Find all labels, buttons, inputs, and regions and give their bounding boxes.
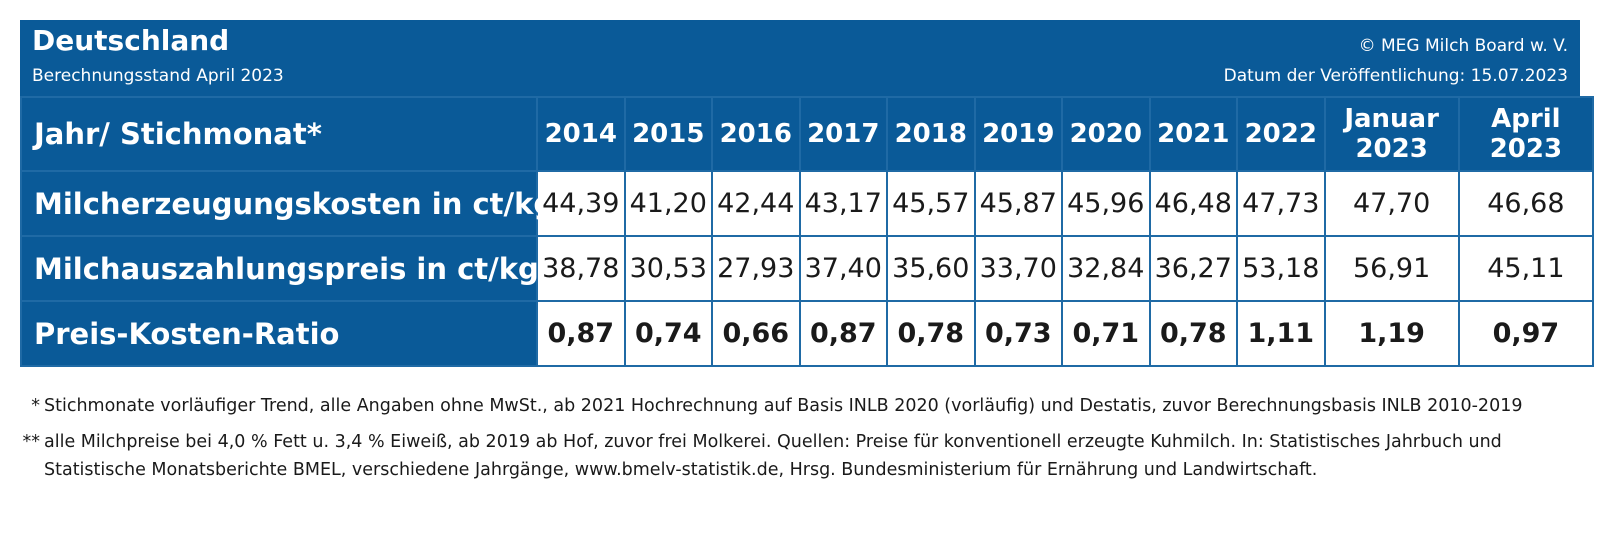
cost-price-table: Jahr/ Stichmonat* 2014 2015 2016 2017 2018 20… xyxy=(20,96,1595,367)
row-label: Milcherzeugungskosten in ct/kg xyxy=(20,170,554,237)
table-cell: 0,74 xyxy=(623,300,713,367)
column-header-line1: 2014 xyxy=(544,119,617,149)
table-cell: 47,73 xyxy=(1236,170,1326,237)
table-cell: 45,87 xyxy=(973,170,1063,237)
table-cell: 43,17 xyxy=(798,170,888,237)
column-header: 2021 xyxy=(1148,96,1238,172)
column-header: 2018 xyxy=(886,96,976,172)
column-header-line1: 2015 xyxy=(632,119,705,149)
column-header-line1: April xyxy=(1491,104,1561,134)
column-header-line1: 2021 xyxy=(1157,119,1230,149)
data-panel: Deutschland Berechnungsstand April 2023 … xyxy=(20,20,1595,367)
table-cell: 56,91 xyxy=(1323,235,1460,302)
table-cell: 35,60 xyxy=(886,235,976,302)
table-cell: 0,66 xyxy=(711,300,801,367)
row-label: Milchauszahlungspreis in ct/kg** xyxy=(20,235,569,302)
table-cell: 38,78 xyxy=(536,235,626,302)
copyright-notice: © MEG Milch Board w. V. xyxy=(1358,36,1568,56)
table-cell: 45,96 xyxy=(1061,170,1151,237)
table-cell: 36,27 xyxy=(1148,235,1238,302)
table-cell: 33,70 xyxy=(973,235,1063,302)
footnote-marker: * xyxy=(31,396,40,416)
column-header: 2015 xyxy=(623,96,713,172)
column-header-line1: 2018 xyxy=(894,119,967,149)
column-header: Januar 2023 xyxy=(1323,96,1460,172)
publication-date: Datum der Veröffentlichung: 15.07.2023 xyxy=(1223,66,1568,86)
table-cell: 0,71 xyxy=(1061,300,1151,367)
page-title: Deutschland xyxy=(32,24,230,57)
table-cell: 1,11 xyxy=(1236,300,1326,367)
table-cell: 0,78 xyxy=(886,300,976,367)
column-header-line2: 2023 xyxy=(1489,134,1563,164)
header-banner: Deutschland Berechnungsstand April 2023 … xyxy=(20,20,1580,96)
column-header: 2022 xyxy=(1236,96,1326,172)
table-cell: 44,39 xyxy=(536,170,626,237)
footnote-marker: ** xyxy=(22,432,41,452)
column-header-line1: 2020 xyxy=(1069,119,1142,149)
table-cell: 46,68 xyxy=(1457,170,1595,237)
table-cell: 0,73 xyxy=(973,300,1063,367)
column-header-line1: 2019 xyxy=(982,119,1055,149)
table-row: Milchauszahlungspreis in ct/kg** 38,78 30,… xyxy=(20,235,1595,302)
table-cell: 27,93 xyxy=(711,235,801,302)
footnote-text: Stichmonate vorläufiger Trend, alle Anga… xyxy=(44,396,1523,416)
column-header-line1: Januar xyxy=(1344,104,1439,134)
column-header: 2019 xyxy=(973,96,1063,172)
column-header-line1: 2016 xyxy=(719,119,792,149)
column-header-line1: 2017 xyxy=(807,119,880,149)
table-row: Preis-Kosten-Ratio 0,87 0,74 0,66 0,87 0,78 0,… xyxy=(20,300,1595,367)
footnote: ** alle Milchpreise bei 4,0 % Fett u. 3,4… xyxy=(20,428,1580,484)
table-cell: 42,44 xyxy=(711,170,801,237)
footnote: * Stichmonate vorläufiger Trend, alle Ang… xyxy=(20,392,1580,420)
column-header: 2016 xyxy=(711,96,801,172)
column-header: April 2023 xyxy=(1457,96,1595,172)
table-header-row: Jahr/ Stichmonat* 2014 2015 2016 2017 2018 20… xyxy=(20,96,1595,172)
table-cell: 32,84 xyxy=(1061,235,1151,302)
table-cell: 41,20 xyxy=(623,170,713,237)
column-header: 2020 xyxy=(1061,96,1151,172)
table-cell: 0,78 xyxy=(1148,300,1238,367)
corner-label: Jahr/ Stichmonat* xyxy=(20,96,538,172)
table-cell: 45,57 xyxy=(886,170,976,237)
calculation-status: Berechnungsstand April 2023 xyxy=(32,66,284,86)
table-cell: 46,48 xyxy=(1148,170,1238,237)
table-cell: 37,40 xyxy=(798,235,888,302)
footnote-text: alle Milchpreise bei 4,0 % Fett u. 3,4 %… xyxy=(44,432,1502,480)
footnotes: * Stichmonate vorläufiger Trend, alle Ang… xyxy=(20,392,1580,492)
table-row: Milcherzeugungskosten in ct/kg 44,39 41,20… xyxy=(20,170,1595,237)
table-cell: 45,11 xyxy=(1457,235,1595,302)
column-header-line2: 2023 xyxy=(1355,134,1428,164)
table-cell: 53,18 xyxy=(1236,235,1326,302)
row-label: Preis-Kosten-Ratio xyxy=(20,300,538,367)
table-cell: 0,87 xyxy=(798,300,888,367)
table-cell: 1,19 xyxy=(1323,300,1460,367)
column-header-line1: 2022 xyxy=(1244,119,1317,149)
column-header: 2017 xyxy=(798,96,888,172)
table-cell: 47,70 xyxy=(1323,170,1460,237)
table-cell: 0,97 xyxy=(1457,300,1595,367)
table-cell: 0,87 xyxy=(536,300,626,367)
table-cell: 30,53 xyxy=(623,235,713,302)
column-header: 2014 xyxy=(536,96,626,172)
